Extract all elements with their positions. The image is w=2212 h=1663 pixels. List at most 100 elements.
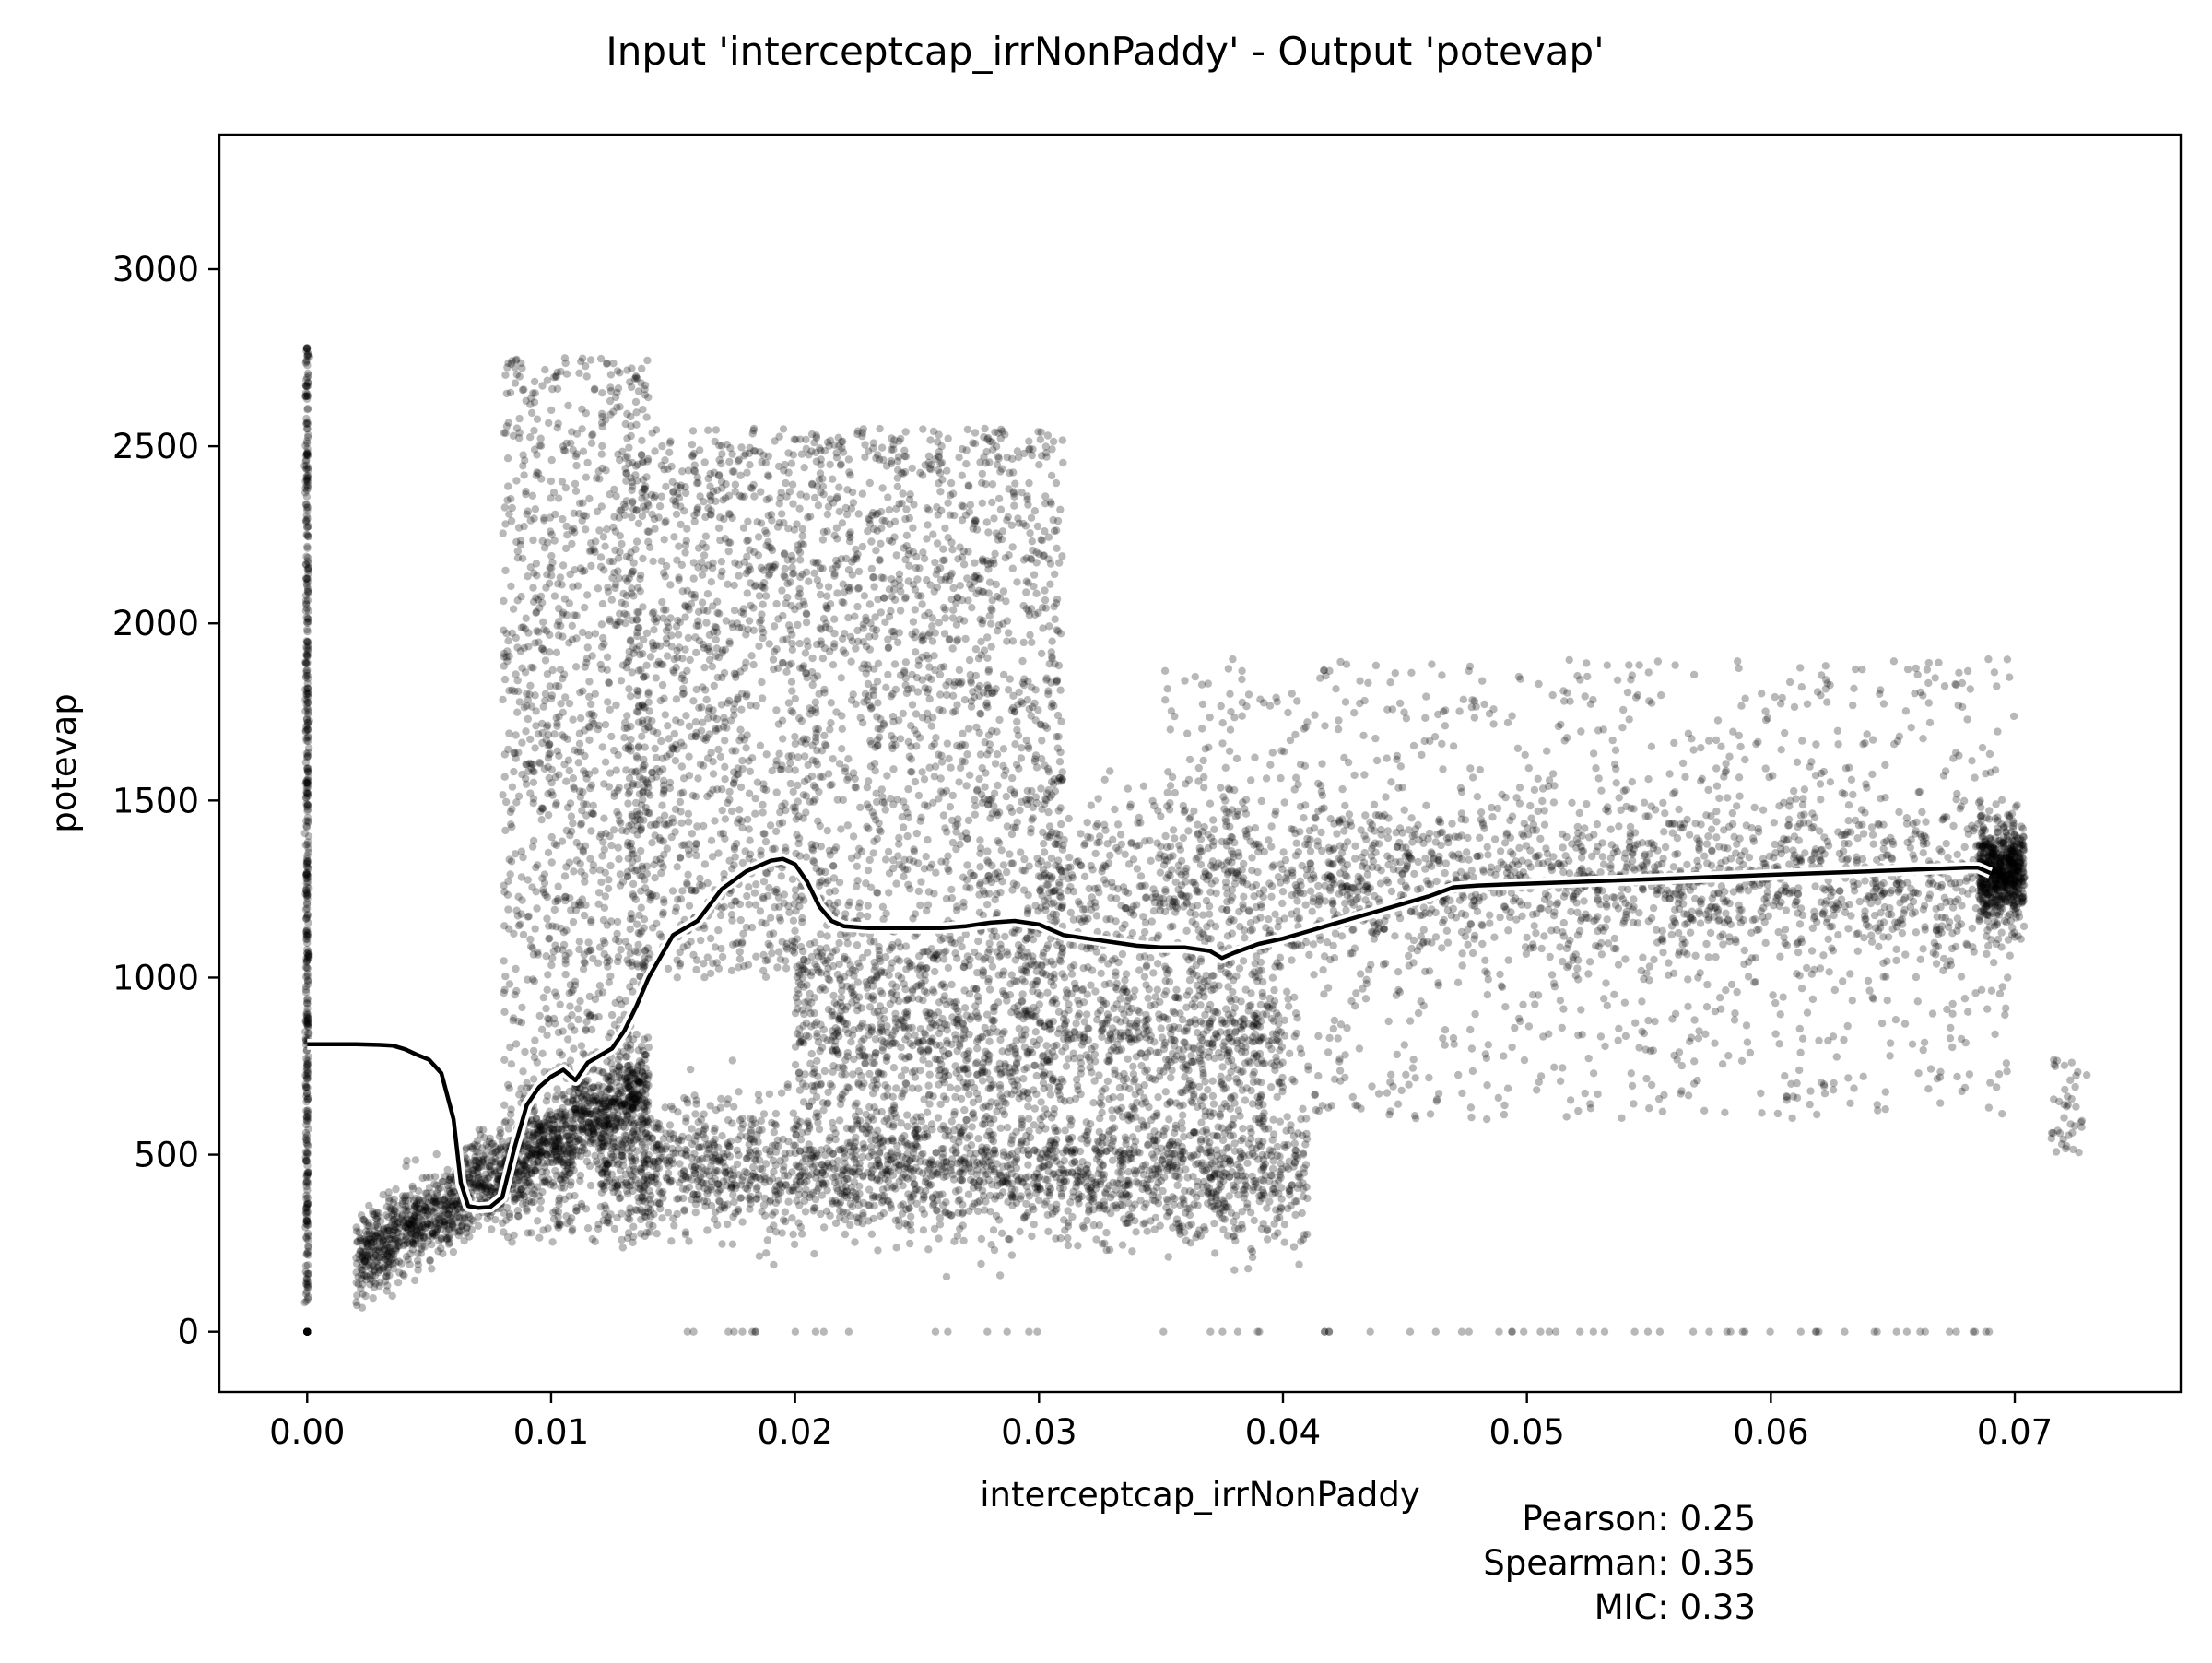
data-point bbox=[640, 673, 648, 681]
data-point bbox=[689, 574, 698, 583]
data-point bbox=[624, 799, 632, 808]
data-point bbox=[658, 597, 666, 607]
data-point bbox=[490, 1167, 499, 1175]
data-point bbox=[304, 948, 313, 956]
data-point bbox=[651, 744, 659, 753]
data-point bbox=[566, 1002, 574, 1010]
data-point bbox=[826, 725, 834, 734]
data-point bbox=[579, 447, 588, 455]
data-point bbox=[582, 1205, 591, 1213]
data-point bbox=[303, 481, 312, 489]
data-point bbox=[500, 1228, 508, 1236]
data-point bbox=[302, 958, 311, 967]
data-point bbox=[428, 1265, 436, 1273]
data-point bbox=[627, 839, 636, 847]
data-point bbox=[605, 978, 613, 986]
data-point bbox=[877, 608, 885, 617]
data-point bbox=[606, 705, 614, 714]
data-point bbox=[388, 1291, 396, 1301]
data-point bbox=[597, 620, 606, 629]
data-point bbox=[782, 478, 790, 488]
data-point bbox=[569, 583, 577, 591]
data-point bbox=[887, 795, 895, 803]
data-point bbox=[852, 700, 860, 708]
data-point bbox=[528, 491, 536, 500]
data-point bbox=[585, 992, 594, 1001]
data-point bbox=[628, 513, 636, 522]
data-point bbox=[615, 855, 623, 864]
data-point bbox=[701, 513, 710, 522]
data-point bbox=[303, 781, 312, 789]
data-point bbox=[665, 439, 674, 447]
data-point bbox=[542, 1004, 550, 1013]
data-point bbox=[559, 1184, 569, 1192]
data-point bbox=[570, 784, 579, 793]
data-point bbox=[505, 855, 513, 864]
data-point bbox=[553, 945, 562, 953]
data-point bbox=[639, 762, 647, 771]
data-point bbox=[549, 1215, 559, 1223]
data-point bbox=[603, 666, 611, 674]
data-point bbox=[599, 937, 608, 945]
data-point bbox=[481, 1181, 489, 1190]
data-point bbox=[302, 449, 312, 458]
data-point bbox=[963, 425, 972, 434]
data-point bbox=[627, 431, 635, 441]
data-point bbox=[580, 911, 589, 920]
data-point bbox=[400, 1271, 408, 1280]
data-point bbox=[531, 744, 539, 752]
data-point bbox=[764, 452, 772, 461]
data-point bbox=[513, 708, 522, 716]
data-point bbox=[717, 904, 726, 913]
data-point bbox=[518, 738, 526, 747]
data-point bbox=[561, 1176, 570, 1185]
data-point bbox=[579, 1049, 587, 1057]
data-point bbox=[624, 745, 633, 753]
data-point bbox=[738, 756, 747, 765]
data-point bbox=[303, 506, 312, 515]
data-point bbox=[948, 838, 958, 847]
data-point bbox=[632, 616, 641, 624]
data-point bbox=[878, 484, 887, 492]
data-point bbox=[694, 774, 702, 783]
data-point bbox=[302, 1082, 311, 1091]
data-point bbox=[994, 494, 1004, 503]
data-point bbox=[303, 838, 312, 846]
data-point bbox=[1005, 551, 1013, 560]
data-point bbox=[302, 552, 311, 560]
data-point bbox=[887, 445, 896, 454]
data-point bbox=[551, 1139, 559, 1149]
data-point bbox=[697, 726, 706, 735]
data-point bbox=[958, 757, 967, 765]
data-point bbox=[754, 533, 763, 541]
data-point bbox=[604, 884, 613, 893]
data-point bbox=[467, 1225, 477, 1234]
data-point bbox=[1036, 435, 1045, 443]
data-point bbox=[606, 396, 615, 406]
data-point bbox=[983, 901, 992, 909]
data-point bbox=[303, 514, 312, 523]
data-point bbox=[563, 1015, 571, 1023]
data-point bbox=[358, 1303, 367, 1312]
data-point bbox=[610, 1224, 619, 1233]
data-point bbox=[303, 1169, 312, 1178]
data-point bbox=[853, 602, 862, 611]
data-point bbox=[500, 1056, 509, 1065]
data-point bbox=[830, 887, 840, 895]
data-point bbox=[526, 681, 535, 690]
data-point bbox=[924, 688, 932, 697]
data-point bbox=[538, 728, 547, 737]
data-point bbox=[865, 600, 875, 608]
data-point bbox=[912, 648, 920, 656]
data-point bbox=[654, 513, 663, 522]
data-point bbox=[747, 923, 757, 932]
data-point bbox=[302, 799, 311, 808]
data-point bbox=[443, 1181, 453, 1190]
data-point bbox=[550, 905, 559, 914]
data-point bbox=[559, 928, 569, 937]
data-point bbox=[557, 1110, 566, 1119]
data-point bbox=[603, 525, 611, 534]
data-point bbox=[965, 655, 974, 665]
data-point bbox=[802, 435, 810, 444]
data-point bbox=[612, 766, 620, 774]
